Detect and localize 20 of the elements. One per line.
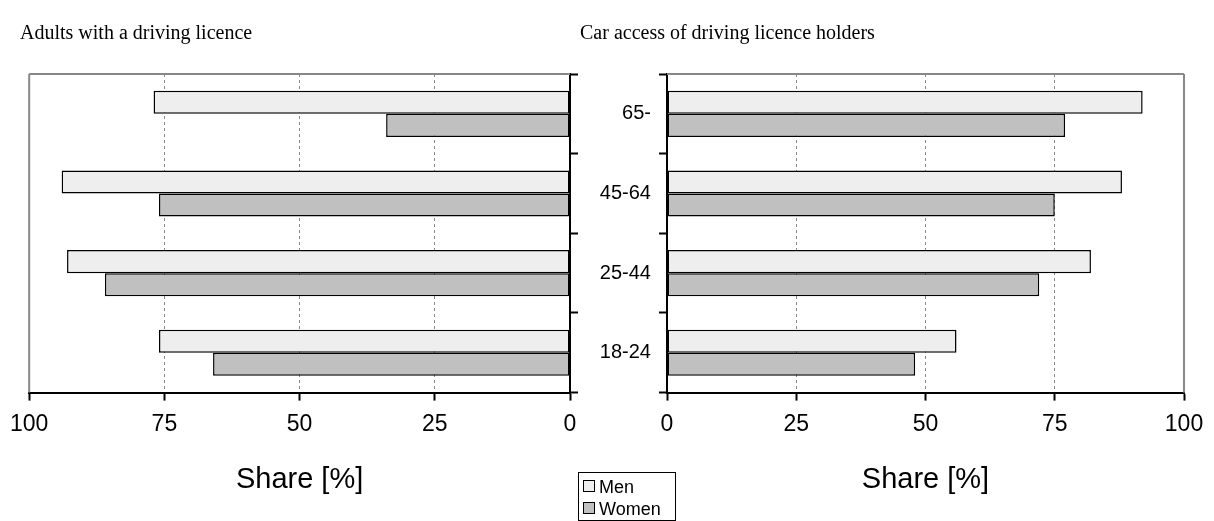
x-axis-title: Share [%] (861, 461, 990, 494)
y-tick-label: 65- (622, 101, 651, 124)
chart-title: Adults with a driving licence (20, 21, 253, 45)
x-tick-label: 75 (151, 409, 178, 436)
x-tick-label: 100 (10, 409, 49, 436)
y-tick-label: 45-64 (599, 180, 651, 203)
x-tick-label: 100 (1164, 409, 1204, 436)
legend-label: Women (599, 499, 661, 519)
x-axis-title: Share [%] (235, 461, 364, 494)
x-tick-label: 50 (912, 409, 939, 436)
y-tick-label: 25-44 (599, 260, 651, 283)
x-tick-label: 50 (286, 409, 313, 436)
x-tick-label: 75 (1041, 409, 1068, 436)
legend-label: Men (599, 477, 635, 497)
x-tick-label: 25 (422, 409, 448, 436)
x-tick-label: 0 (563, 409, 577, 436)
x-tick-label: 0 (660, 409, 674, 436)
y-tick-label: 18-24 (599, 340, 651, 363)
x-tick-label: 25 (783, 409, 810, 436)
chart-title: Car access of driving licence holders (580, 21, 876, 45)
